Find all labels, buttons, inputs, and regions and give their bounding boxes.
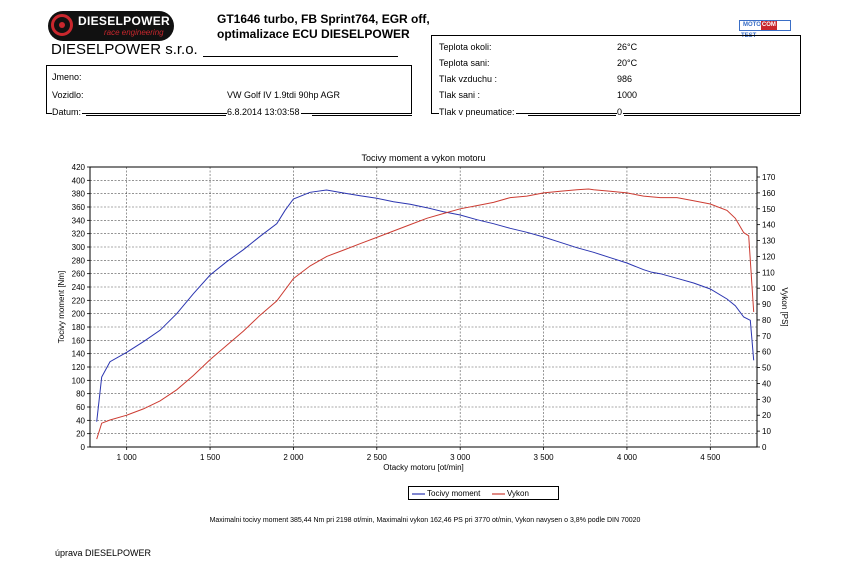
x-tick-label: 4 500	[700, 453, 721, 462]
x-tick-label: 3 500	[534, 453, 555, 462]
intake-temp-value: 20°C	[617, 58, 638, 68]
y-left-tick-label: 160	[72, 336, 86, 345]
date-underline	[86, 115, 226, 116]
intake-pressure-label: Tlak sani :	[439, 90, 481, 100]
y-left-tick-label: 280	[72, 256, 86, 265]
y-left-tick-label: 20	[76, 430, 85, 439]
intake-temp-label: Teplota sani:	[439, 58, 490, 68]
logo-subtext: race engineering	[104, 28, 164, 37]
y-left-tick-label: 260	[72, 270, 86, 279]
y-right-tick-label: 20	[762, 411, 771, 420]
brand-logo-mid: COM	[760, 21, 777, 30]
company-underline	[203, 56, 398, 57]
logo-ring-icon	[51, 14, 73, 36]
y-left-tick-label: 400	[72, 176, 86, 185]
vehicle-value: VW Golf IV 1.9tdi 90hp AGR	[227, 90, 341, 100]
date-value-underline	[312, 115, 412, 116]
chart-legend: Tocivy moment Vykon	[408, 486, 559, 500]
y-right-tick-label: 100	[762, 284, 776, 293]
x-tick-label: 2 500	[367, 453, 388, 462]
y-left-tick-label: 0	[81, 443, 86, 452]
x-tick-label: 4 000	[617, 453, 638, 462]
y-right-tick-label: 80	[762, 316, 771, 325]
x-tick-label: 2 000	[283, 453, 304, 462]
brand-logo-left: MOTO	[743, 22, 761, 28]
y-right-axis-label: Vykon [PS]	[780, 287, 789, 326]
y-right-tick-label: 30	[762, 395, 771, 404]
y-right-tick-label: 150	[762, 205, 776, 214]
vehicle-label: Vozidlo:	[52, 90, 84, 100]
y-left-tick-label: 80	[76, 390, 85, 399]
y-left-tick-label: 320	[72, 230, 86, 239]
chart-title: Tocivy moment a vykon motoru	[361, 153, 485, 163]
x-tick-label: 1 500	[200, 453, 221, 462]
y-right-tick-label: 170	[762, 173, 776, 182]
y-left-tick-label: 380	[72, 190, 86, 199]
logo-text: DIESELPOWER	[78, 14, 170, 28]
y-left-tick-label: 240	[72, 283, 86, 292]
tire-pressure-label: Tlak v pneumatice:	[439, 107, 516, 117]
y-left-axis-label: Tocivy moment [Nm]	[57, 271, 66, 343]
y-right-tick-label: 130	[762, 237, 776, 246]
y-left-tick-label: 60	[76, 403, 85, 412]
legend-label-power: Vykon	[507, 489, 529, 498]
y-right-tick-label: 70	[762, 332, 771, 341]
x-axis-label: Otacky motoru [ot/min]	[383, 463, 463, 472]
y-left-tick-label: 120	[72, 363, 86, 372]
conditions-box	[431, 35, 801, 114]
summary-footnote: Maximalni tocivy moment 385,44 Nm pri 21…	[209, 517, 641, 524]
report-title-line2: optimalizace ECU DIESELPOWER	[217, 27, 410, 41]
motocomtest-logo: MOTOCOMTEST	[739, 20, 791, 39]
series-line-torque	[96, 189, 755, 422]
tire-pressure-value-underline	[624, 115, 800, 116]
dieselpower-logo: DIESELPOWER race engineering	[48, 11, 174, 41]
vehicle-name-label: Jmeno:	[52, 72, 82, 82]
brand-logo-right: TEST	[741, 33, 757, 39]
intake-pressure-value: 1000	[617, 90, 638, 100]
x-tick-label: 3 000	[450, 453, 471, 462]
y-left-tick-label: 360	[72, 203, 86, 212]
y-right-tick-label: 10	[762, 427, 771, 436]
y-right-tick-label: 60	[762, 348, 771, 357]
air-pressure-label: Tlak vzduchu :	[439, 74, 498, 84]
tire-pressure-value: 0	[617, 107, 624, 117]
y-left-tick-label: 100	[72, 376, 86, 385]
series-line-power	[96, 188, 755, 440]
y-left-tick-label: 340	[72, 216, 86, 225]
y-right-tick-label: 110	[762, 268, 775, 277]
tire-pressure-underline	[528, 115, 616, 116]
legend-label-torque: Tocivy moment	[427, 489, 481, 498]
y-right-tick-label: 0	[762, 443, 767, 452]
y-right-tick-label: 120	[762, 252, 776, 261]
report-title: GT1646 turbo, FB Sprint764, EGR off, opt…	[217, 12, 430, 42]
y-right-tick-label: 50	[762, 364, 771, 373]
y-right-tick-label: 160	[762, 189, 776, 198]
x-tick-label: 1 000	[117, 453, 138, 462]
date-value: 6.8.2014 13:03:58	[227, 107, 301, 117]
y-left-tick-label: 40	[76, 416, 85, 425]
y-left-tick-label: 180	[72, 323, 86, 332]
ambient-temp-value: 26°C	[617, 42, 638, 52]
y-right-tick-label: 140	[762, 221, 776, 230]
footer-text: úprava DIESELPOWER	[55, 548, 152, 558]
air-pressure-value: 986	[617, 74, 633, 84]
date-label: Datum:	[52, 107, 83, 117]
y-left-tick-label: 420	[72, 163, 86, 172]
y-left-tick-label: 140	[72, 350, 86, 359]
plot-frame	[89, 166, 758, 448]
legend-swatches	[412, 493, 505, 495]
report-title-line1: GT1646 turbo, FB Sprint764, EGR off,	[217, 12, 430, 26]
y-left-tick-label: 220	[72, 296, 86, 305]
ambient-temp-label: Teplota okoli:	[439, 42, 492, 52]
y-right-tick-label: 40	[762, 379, 771, 388]
y-left-tick-label: 200	[72, 310, 86, 319]
y-right-tick-label: 90	[762, 300, 771, 309]
company-name: DIESELPOWER s.r.o.	[51, 41, 198, 58]
y-left-tick-label: 300	[72, 243, 86, 252]
